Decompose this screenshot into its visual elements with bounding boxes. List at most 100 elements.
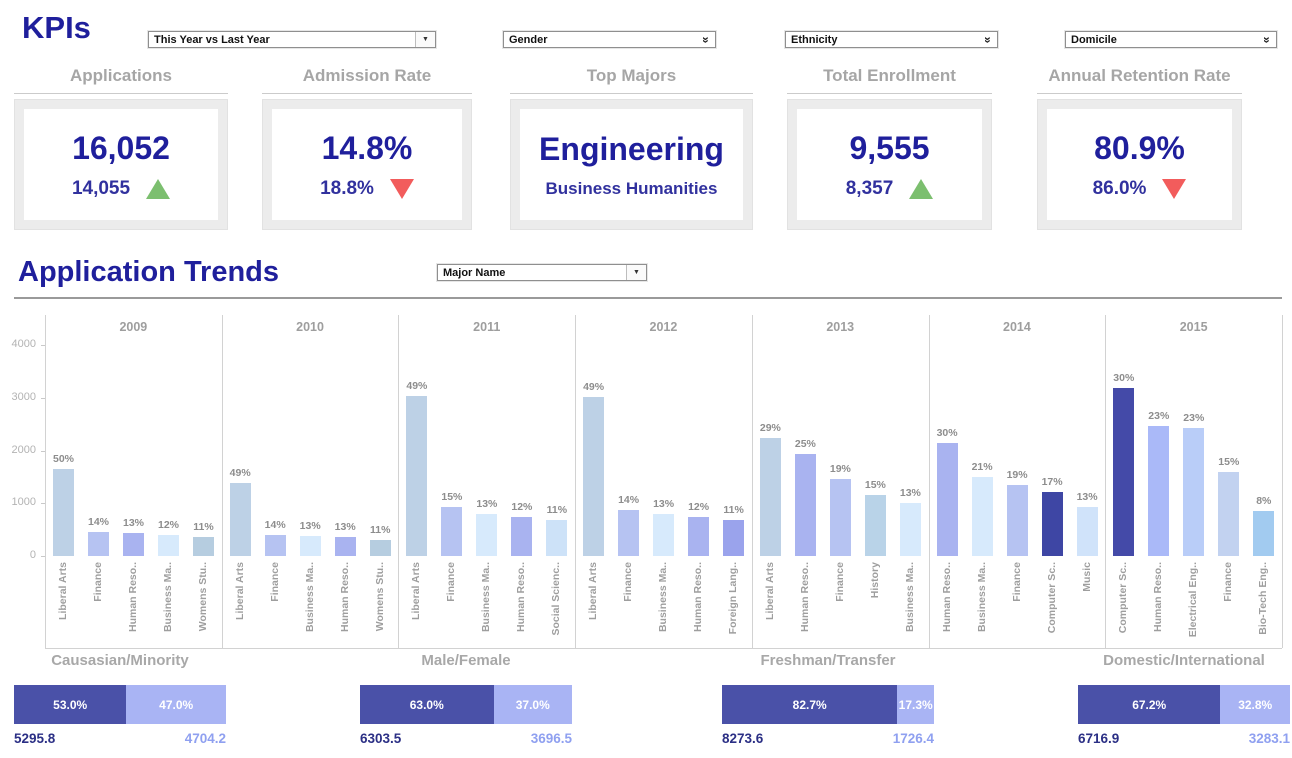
bar-category-label: Finance xyxy=(833,562,846,602)
filter-ethnicity-dropdown[interactable]: Ethnicity » xyxy=(785,31,998,48)
filter-gender-dropdown[interactable]: Gender » xyxy=(503,31,716,48)
bar-finance[interactable] xyxy=(618,510,640,556)
filter-year-comparison-dropdown[interactable]: This Year vs Last Year ▼ xyxy=(148,31,436,48)
filter-major-name-dropdown[interactable]: Major Name ▼ xyxy=(437,264,647,281)
kpi-annual-retention-rate: Annual Retention Rate 80.9% 86.0% xyxy=(1037,66,1242,230)
kpi-value: 80.9% xyxy=(1094,129,1185,166)
stacked-bar: 82.7% 17.3% xyxy=(722,685,934,724)
bar-liberal-arts[interactable] xyxy=(406,396,428,556)
kpi-title: Admission Rate xyxy=(262,66,472,94)
bar-social-scienc[interactable] xyxy=(546,520,568,556)
multi-select-chevrons-icon[interactable]: » xyxy=(981,36,995,43)
bar-percent-label: 49% xyxy=(583,381,605,393)
dropdown-arrow-icon[interactable]: ▼ xyxy=(626,265,646,280)
bar-percent-label: 19% xyxy=(829,463,851,475)
bar-electrical-eng[interactable] xyxy=(1183,428,1205,556)
bar-percent-label: 13% xyxy=(1076,491,1098,503)
bar-finance[interactable] xyxy=(1218,472,1240,556)
multi-select-chevrons-icon[interactable]: » xyxy=(699,36,713,43)
panel-separator xyxy=(751,315,753,648)
stacked-bar: 53.0% 47.0% xyxy=(14,685,226,724)
bar-finance[interactable] xyxy=(1006,485,1028,556)
bar-business-ma[interactable] xyxy=(899,503,921,556)
bar-liberal-arts[interactable] xyxy=(53,469,74,556)
bar-percent-label: 25% xyxy=(794,438,816,450)
bar-womens-stu[interactable] xyxy=(193,537,214,556)
bar-finance[interactable] xyxy=(441,507,463,556)
breakdown-title: Male/Female xyxy=(421,652,511,669)
bar-category-label: Liberal Arts xyxy=(233,562,246,620)
panel-separator xyxy=(575,315,577,648)
stacked-bar-right-segment[interactable]: 37.0% xyxy=(493,685,572,724)
bar-liberal-arts[interactable] xyxy=(583,397,605,556)
panel-separator xyxy=(1105,315,1107,648)
left-value: 5295.8 xyxy=(14,731,56,746)
application-trends-chart: 0 1000 2000 3000 4000 2009 50% Liberal Arts 14% F… xyxy=(0,308,1292,652)
bar-human-reso[interactable] xyxy=(123,533,144,556)
bar-human-reso[interactable] xyxy=(334,537,356,556)
bar-history[interactable] xyxy=(864,495,886,556)
year-label: 2010 xyxy=(296,320,324,334)
bar-human-reso[interactable] xyxy=(1148,426,1170,556)
bar-human-reso[interactable] xyxy=(794,454,816,556)
kpi-value: 14.8% xyxy=(321,129,413,166)
year-label: 2014 xyxy=(1003,320,1031,334)
panel-separator xyxy=(1282,315,1283,648)
bar-human-reso[interactable] xyxy=(936,443,958,556)
segment-percent-label: 47.0% xyxy=(159,697,194,712)
bar-human-reso[interactable] xyxy=(688,517,710,556)
kpi-secondary-value: Business Humanities xyxy=(545,178,718,198)
bar-business-ma[interactable] xyxy=(653,514,675,556)
left-value: 6303.5 xyxy=(360,731,402,746)
stacked-bar-left-segment[interactable]: 82.7% xyxy=(722,685,898,724)
bar-percent-label: 30% xyxy=(936,427,958,439)
bar-liberal-arts[interactable] xyxy=(759,438,781,556)
kpi-title: Top Majors xyxy=(510,66,753,94)
bar-computer-sc[interactable] xyxy=(1041,492,1063,556)
segment-percent-label: 53.0% xyxy=(53,697,88,712)
bar-finance[interactable] xyxy=(829,479,851,556)
kpi-total-enrollment: Total Enrollment 9,555 8,357 xyxy=(787,66,992,230)
bar-percent-label: 13% xyxy=(476,498,498,510)
y-axis-tick-label: 3000 xyxy=(11,390,36,403)
bar-percent-label: 15% xyxy=(864,479,886,491)
year-label: 2015 xyxy=(1179,320,1208,334)
bar-foreign-lang[interactable] xyxy=(723,520,745,556)
bar-computer-sc[interactable] xyxy=(1113,388,1135,556)
bar-liberal-arts[interactable] xyxy=(229,483,251,556)
bar-business-ma[interactable] xyxy=(299,536,321,556)
stacked-bar-left-segment[interactable]: 63.0% xyxy=(360,685,494,724)
y-axis-tick-label: 0 xyxy=(29,549,36,561)
stacked-bar-right-segment[interactable]: 47.0% xyxy=(126,685,226,724)
bar-category-label: Social Scienc.. xyxy=(550,562,563,636)
y-axis-tick-label: 2000 xyxy=(11,443,36,456)
bar-human-reso[interactable] xyxy=(511,517,533,556)
bar-finance[interactable] xyxy=(264,535,286,556)
bar-business-ma[interactable] xyxy=(158,535,179,556)
stacked-bar-left-segment[interactable]: 67.2% xyxy=(1078,685,1221,724)
bar-category-label: Business Ma.. xyxy=(975,562,988,633)
bar-category-label: Business Ma.. xyxy=(657,562,670,633)
bar-category-label: Human Reso.. xyxy=(940,562,953,633)
stacked-bar-left-segment[interactable]: 53.0% xyxy=(14,685,127,724)
multi-select-chevrons-icon[interactable]: » xyxy=(1260,36,1274,43)
bar-percent-label: 12% xyxy=(157,519,179,531)
left-value: 6716.9 xyxy=(1078,731,1120,746)
stacked-bar-right-segment[interactable]: 17.3% xyxy=(897,685,934,724)
year-label: 2011 xyxy=(473,320,501,334)
kpi-card: 14.8% 18.8% xyxy=(262,99,472,230)
bar-category-label: Computer Sc.. xyxy=(1117,562,1130,634)
filter-domicile-dropdown[interactable]: Domicile » xyxy=(1065,31,1277,48)
dropdown-arrow-icon[interactable]: ▼ xyxy=(415,32,435,47)
stacked-bar-right-segment[interactable]: 32.8% xyxy=(1220,685,1290,724)
bar-finance[interactable] xyxy=(88,532,109,556)
bar-music[interactable] xyxy=(1076,507,1098,556)
kpi-applications: Applications 16,052 14,055 xyxy=(14,66,228,230)
segment-percent-label: 32.8% xyxy=(1238,697,1273,712)
bar-bio-tech-eng[interactable] xyxy=(1253,511,1275,556)
bar-business-ma[interactable] xyxy=(476,514,498,556)
kpi-value: 16,052 xyxy=(72,129,170,166)
bar-womens-stu[interactable] xyxy=(369,540,391,556)
bar-category-label: Business Ma.. xyxy=(303,562,316,633)
bar-business-ma[interactable] xyxy=(971,477,993,556)
